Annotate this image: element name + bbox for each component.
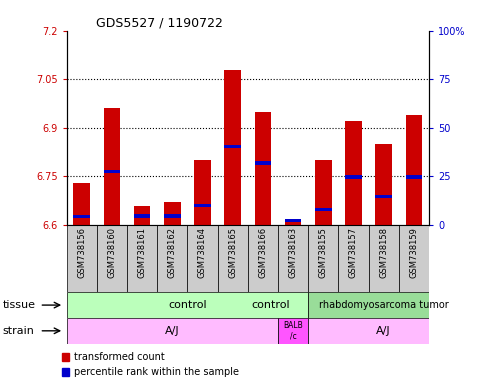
- Bar: [194, 204, 211, 207]
- Text: GSM738163: GSM738163: [288, 227, 298, 278]
- Bar: [254, 161, 271, 165]
- Text: GSM738160: GSM738160: [107, 227, 116, 278]
- Bar: [399, 225, 429, 292]
- Bar: [308, 225, 338, 292]
- Text: GSM738157: GSM738157: [349, 227, 358, 278]
- Text: GSM738164: GSM738164: [198, 227, 207, 278]
- Text: GSM738161: GSM738161: [138, 227, 146, 278]
- Bar: [285, 219, 301, 222]
- Bar: [104, 108, 120, 225]
- Bar: [194, 160, 211, 225]
- Bar: [406, 115, 422, 225]
- Text: GSM738156: GSM738156: [77, 227, 86, 278]
- Bar: [308, 292, 429, 318]
- Text: GDS5527 / 1190722: GDS5527 / 1190722: [96, 17, 222, 30]
- Text: control: control: [168, 300, 207, 310]
- Bar: [338, 225, 368, 292]
- Bar: [248, 225, 278, 292]
- Bar: [224, 145, 241, 148]
- Bar: [406, 175, 422, 179]
- Text: strain: strain: [2, 326, 35, 336]
- Text: tissue: tissue: [2, 300, 35, 310]
- Bar: [73, 183, 90, 225]
- Bar: [278, 318, 308, 344]
- Bar: [164, 214, 180, 218]
- Text: A/J: A/J: [165, 326, 179, 336]
- Bar: [375, 195, 392, 198]
- Bar: [315, 208, 331, 211]
- Bar: [127, 225, 157, 292]
- Bar: [134, 214, 150, 218]
- Text: BALB
/c: BALB /c: [283, 321, 303, 341]
- Text: GSM738155: GSM738155: [318, 227, 328, 278]
- Text: GSM738166: GSM738166: [258, 227, 267, 278]
- Bar: [368, 225, 399, 292]
- Bar: [285, 222, 301, 225]
- Text: GSM738162: GSM738162: [168, 227, 177, 278]
- Legend: transformed count, percentile rank within the sample: transformed count, percentile rank withi…: [62, 353, 239, 377]
- Bar: [224, 70, 241, 225]
- Text: control: control: [251, 300, 290, 310]
- Text: A/J: A/J: [376, 326, 391, 336]
- Bar: [157, 225, 187, 292]
- Bar: [134, 205, 150, 225]
- Bar: [67, 318, 278, 344]
- Bar: [308, 318, 429, 344]
- Bar: [345, 121, 362, 225]
- Bar: [73, 215, 90, 218]
- Bar: [278, 225, 308, 292]
- Bar: [375, 144, 392, 225]
- Text: GSM738159: GSM738159: [409, 227, 419, 278]
- Bar: [104, 170, 120, 173]
- Bar: [345, 175, 362, 179]
- Bar: [254, 112, 271, 225]
- Text: rhabdomyosarcoma tumor: rhabdomyosarcoma tumor: [319, 300, 449, 310]
- Bar: [67, 225, 97, 292]
- Bar: [187, 225, 217, 292]
- Text: GSM738165: GSM738165: [228, 227, 237, 278]
- Text: GSM738158: GSM738158: [379, 227, 388, 278]
- Bar: [67, 292, 308, 318]
- Bar: [217, 225, 247, 292]
- Bar: [164, 202, 180, 225]
- Bar: [97, 225, 127, 292]
- Bar: [315, 160, 331, 225]
